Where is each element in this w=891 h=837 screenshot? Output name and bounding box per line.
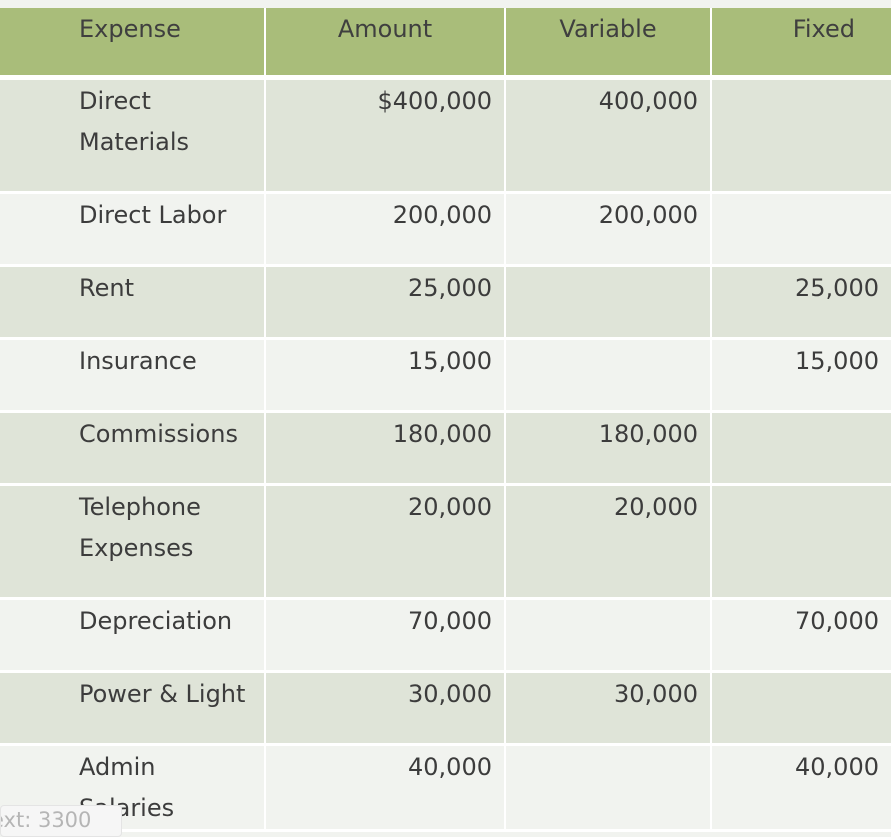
table-row: Rent 25,000 25,000 (0, 267, 891, 340)
table-row: Direct Materials $400,000 400,000 (0, 80, 891, 194)
header-expense: Expense (0, 8, 266, 80)
cell-expense: Telephone Expenses (0, 486, 266, 600)
cell-variable: 200,000 (506, 194, 712, 267)
cell-expense: Direct Materials (0, 80, 266, 194)
header-variable: Variable (506, 8, 712, 80)
partial-tooltip: ext: 3300 (0, 805, 122, 837)
expense-table: Expense Amount Variable Fixed Direct Mat… (0, 8, 891, 832)
cell-variable (506, 340, 712, 413)
tooltip-text: ext: 3300 (0, 808, 92, 832)
cell-expense: Direct Labor (0, 194, 266, 267)
cell-variable: 20,000 (506, 486, 712, 600)
cell-fixed (712, 673, 891, 746)
table-row: Depreciation 70,000 70,000 (0, 600, 891, 673)
cell-amount: 180,000 (266, 413, 506, 486)
cell-variable: 400,000 (506, 80, 712, 194)
cell-variable: 180,000 (506, 413, 712, 486)
cell-fixed (712, 194, 891, 267)
cell-variable (506, 746, 712, 832)
cell-amount: 15,000 (266, 340, 506, 413)
cell-variable (506, 267, 712, 340)
cell-expense: Depreciation (0, 600, 266, 673)
table-row: Power & Light 30,000 30,000 (0, 673, 891, 746)
cell-amount: 40,000 (266, 746, 506, 832)
cell-expense: Insurance (0, 340, 266, 413)
cell-fixed (712, 80, 891, 194)
cell-fixed (712, 413, 891, 486)
header-amount: Amount (266, 8, 506, 80)
cell-amount: $400,000 (266, 80, 506, 194)
cell-expense: Power & Light (0, 673, 266, 746)
cell-amount: 20,000 (266, 486, 506, 600)
cell-fixed: 25,000 (712, 267, 891, 340)
cell-amount: 200,000 (266, 194, 506, 267)
table-row: Direct Labor 200,000 200,000 (0, 194, 891, 267)
cell-amount: 70,000 (266, 600, 506, 673)
cell-variable: 30,000 (506, 673, 712, 746)
cell-amount: 25,000 (266, 267, 506, 340)
table-row: Commissions 180,000 180,000 (0, 413, 891, 486)
table-row: Telephone Expenses 20,000 20,000 (0, 486, 891, 600)
cell-expense: Commissions (0, 413, 266, 486)
cell-amount: 30,000 (266, 673, 506, 746)
cell-fixed (712, 486, 891, 600)
cell-fixed: 15,000 (712, 340, 891, 413)
cell-fixed: 70,000 (712, 600, 891, 673)
cell-fixed: 40,000 (712, 746, 891, 832)
table-row: Admin Salaries 40,000 40,000 (0, 746, 891, 832)
table-header-row: Expense Amount Variable Fixed (0, 8, 891, 80)
table-row: Insurance 15,000 15,000 (0, 340, 891, 413)
expense-table-container: Expense Amount Variable Fixed Direct Mat… (0, 8, 891, 832)
header-fixed: Fixed (712, 8, 891, 80)
cell-variable (506, 600, 712, 673)
cell-expense: Rent (0, 267, 266, 340)
